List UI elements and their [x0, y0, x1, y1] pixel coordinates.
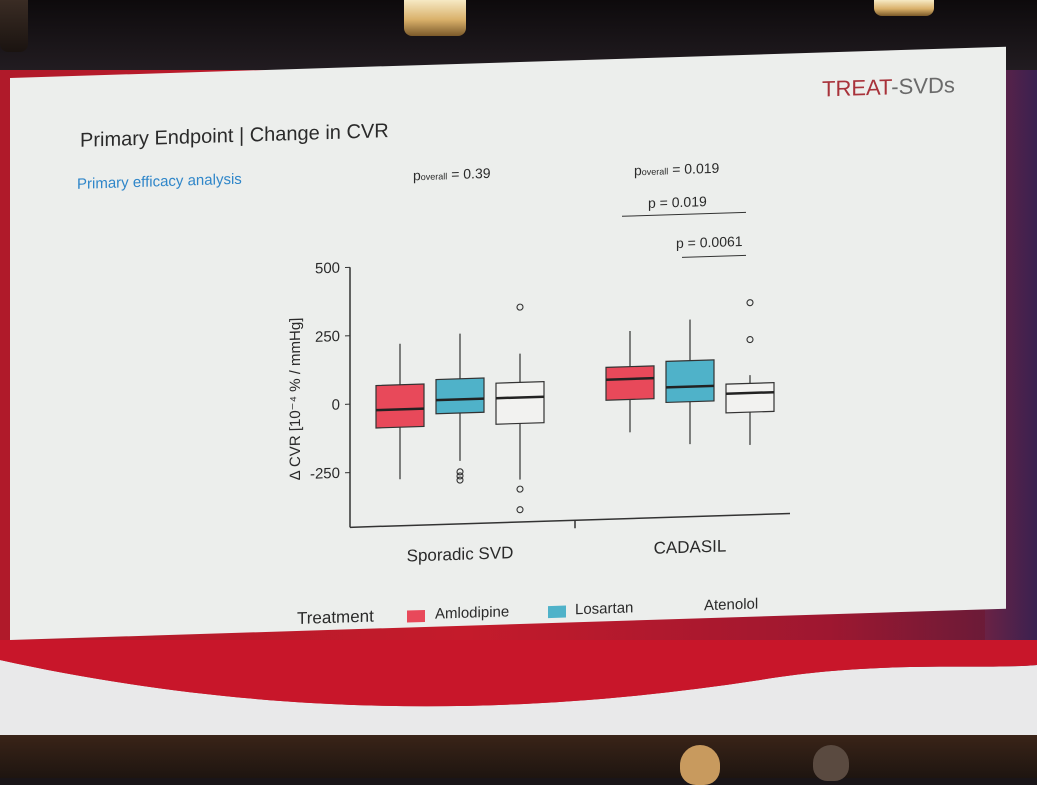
brand-logo: TREAT-SVDs — [822, 72, 955, 102]
outlier-atenolol-cadasil — [747, 300, 753, 306]
outlier-atenolol-sporadic-svd — [517, 304, 523, 310]
stage-light-left — [404, 0, 466, 36]
p-overall-cadasil: poverall = 0.019 — [634, 160, 719, 179]
y-tick-label: 250 — [315, 328, 340, 346]
outlier-atenolol-sporadic-svd — [517, 486, 523, 492]
y-axis-label: Δ CVR [10⁻⁴ % / mmHg] — [287, 317, 304, 480]
median-amlodipine-cadasil — [606, 378, 654, 380]
median-atenolol-cadasil — [726, 392, 774, 394]
x-category-label: Sporadic SVD — [407, 543, 514, 565]
p-pair-1: p = 0.019 — [648, 193, 707, 211]
box-atenolol-sporadic-svd — [496, 382, 544, 425]
median-losartan-cadasil — [666, 386, 714, 388]
x-category-label: CADASIL — [654, 536, 727, 557]
x-axis-line — [350, 513, 790, 527]
presentation-slide: TREAT-SVDs Primary Endpoint | Change in … — [10, 47, 1006, 640]
outlier-atenolol-cadasil — [747, 336, 753, 342]
stage-light-right — [874, 0, 934, 16]
y-tick-label: 0 — [332, 396, 340, 413]
outlier-atenolol-sporadic-svd — [517, 507, 523, 513]
box-amlodipine-sporadic-svd — [376, 384, 424, 428]
y-tick-label: -250 — [310, 465, 340, 483]
p-overall-sporadic: poverall = 0.39 — [413, 165, 491, 183]
audience-head-dark — [813, 745, 849, 781]
median-atenolol-sporadic-svd — [496, 397, 544, 399]
y-tick-label: 500 — [315, 260, 340, 278]
slide-subtitle: Primary efficacy analysis — [77, 171, 242, 193]
median-amlodipine-sporadic-svd — [376, 409, 424, 411]
stage-floor — [0, 735, 1037, 778]
legend-title: Treatment — [297, 607, 374, 629]
box-atenolol-cadasil — [726, 383, 774, 413]
slide-wave-decoration — [0, 640, 1037, 740]
median-losartan-sporadic-svd — [436, 399, 484, 401]
outlier-losartan-sporadic-svd — [457, 477, 463, 483]
box-plot-chart: 500 250 0 -250 Δ CVR [10⁻⁴ % / mmHg] Sporadic… — [270, 233, 810, 580]
box-losartan-cadasil — [666, 360, 714, 403]
p-pair-1-bracket — [622, 212, 746, 217]
legend-swatch-losartan — [548, 606, 566, 619]
box-amlodipine-cadasil — [606, 366, 654, 400]
box-losartan-sporadic-svd — [436, 378, 484, 414]
legend-swatch-amlodipine — [407, 610, 425, 623]
legend-label-atenolol: Atenolol — [704, 595, 758, 614]
audience-head-blonde — [680, 745, 720, 785]
slide-title: Primary Endpoint | Change in CVR — [80, 120, 389, 153]
stage-fixture — [0, 0, 28, 52]
legend-label-losartan: Losartan — [575, 599, 633, 618]
legend-label-amlodipine: Amlodipine — [435, 603, 509, 622]
